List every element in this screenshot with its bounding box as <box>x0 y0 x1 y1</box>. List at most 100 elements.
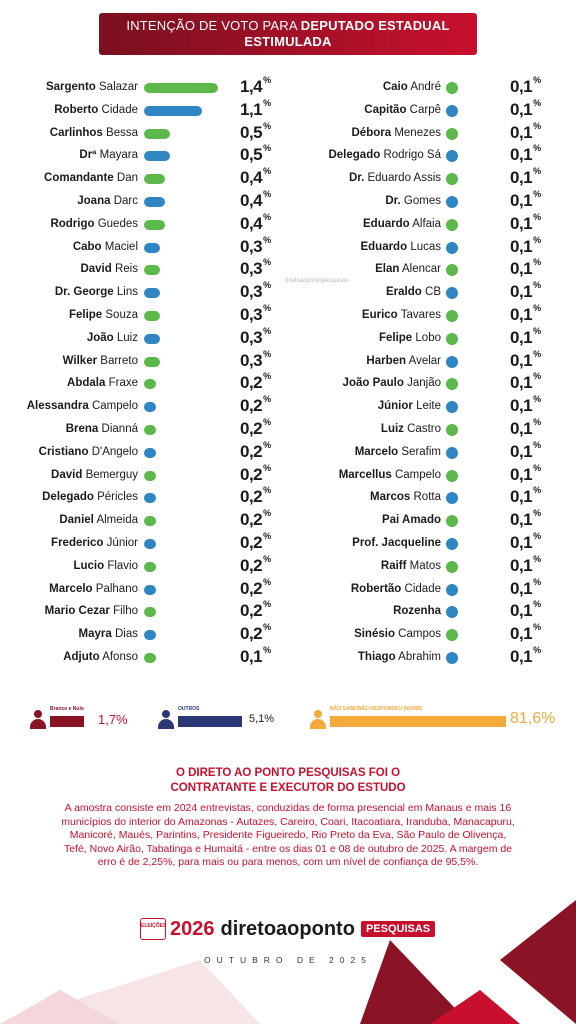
candidate-percentage: 0,1% <box>240 645 271 667</box>
vote-dot <box>446 196 458 208</box>
candidate-name: Lucio Flavio <box>73 560 138 572</box>
vote-bar <box>144 539 156 549</box>
candidate-last-name: Tavares <box>400 309 441 321</box>
vote-bar <box>144 425 156 435</box>
candidate-percentage: 0,1% <box>510 349 541 371</box>
candidate-percentage: 0,1% <box>510 417 541 439</box>
candidate-last-name: D'Angelo <box>91 445 138 458</box>
percentage-value: 0,1 <box>510 624 533 644</box>
candidate-row: Roberto Cidade 1,1% <box>0 98 288 122</box>
candidate-first-name: David <box>51 468 83 481</box>
candidate-name: Alessandra Campelo <box>27 400 138 412</box>
candidate-first-name: Caio <box>382 81 408 93</box>
percentage-value: 0,3 <box>240 350 263 370</box>
percentage-value: 0,2 <box>240 533 263 552</box>
candidate-last-name: Júnior <box>106 537 138 549</box>
candidate-percentage: 0,1% <box>510 189 541 211</box>
candidate-last-name: Afonso <box>102 651 138 663</box>
percent-symbol: % <box>263 485 271 496</box>
candidate-first-name: Cristiano <box>38 445 89 458</box>
candidate-name: David Reis <box>80 263 138 275</box>
candidate-first-name: Brena <box>65 423 99 435</box>
candidate-first-name: Luiz <box>380 423 404 435</box>
candidate-last-name: Lobo <box>415 331 441 344</box>
percent-symbol: % <box>263 143 271 154</box>
candidate-percentage: 0,2% <box>240 554 271 576</box>
outros-bar <box>178 716 242 727</box>
candidate-first-name: Robertão <box>350 582 402 595</box>
percent-symbol: % <box>263 280 271 291</box>
percentage-value: 0,2 <box>240 396 263 416</box>
candidate-last-name: Leite <box>416 400 441 413</box>
candidate-name: Luiz Castro <box>381 423 441 435</box>
nao-sabe-value: 81,6% <box>510 710 556 727</box>
candidate-percentage: 0,1% <box>510 280 541 302</box>
candidate-row: Mayra Dias 0,2% <box>0 622 288 646</box>
percent-symbol: % <box>263 348 271 359</box>
candidate-name: Prof. Jacqueline <box>352 537 441 549</box>
percentage-value: 0,1 <box>510 327 533 347</box>
percentage-value: 0,1 <box>510 464 533 484</box>
candidate-first-name: Pai Amado <box>381 514 441 527</box>
percentage-value: 0,1 <box>510 373 533 393</box>
candidate-percentage: 0,4% <box>240 166 271 188</box>
candidate-first-name: Harben <box>366 354 407 367</box>
candidate-name: João Paulo Janjão <box>343 377 441 389</box>
percentage-value: 0,3 <box>240 236 263 256</box>
footer-title: O DIRETO AO PONTO PESQUISAS FOI O CONTRA… <box>0 766 576 796</box>
percent-symbol: % <box>533 485 541 496</box>
candidate-last-name: Menezes <box>394 126 441 139</box>
candidate-row: Luiz Castro 0,1% <box>288 417 576 441</box>
percent-symbol: % <box>533 189 541 199</box>
vote-bar <box>144 128 171 139</box>
candidate-name: Roberto Cidade <box>54 104 138 116</box>
candidate-row: Capitão Carpê 0,1% <box>288 98 576 122</box>
candidate-row: Caio André 0,1% <box>288 75 576 99</box>
candidate-row: Adjuto Afonso 0,1% <box>0 645 288 669</box>
percentage-value: 0,2 <box>240 441 263 461</box>
brand-logo: ELEIÇÕES 2026 diretoaoponto PESQUISAS <box>140 916 436 942</box>
candidate-row: Thiago Abrahim 0,1% <box>288 645 576 669</box>
candidate-name: Capitão Carpê <box>364 104 441 116</box>
candidate-first-name: Raiff <box>380 559 407 572</box>
percent-symbol: % <box>533 325 541 336</box>
candidate-first-name: Wilker <box>62 354 98 367</box>
candidate-last-name: Campelo <box>91 400 138 413</box>
percent-symbol: % <box>263 257 271 268</box>
vote-dot <box>446 629 458 642</box>
candidate-last-name: Fraxe <box>108 377 138 390</box>
publication-date: OUTUBRO DE 2025 <box>204 955 372 965</box>
percentage-value: 0,2 <box>240 419 263 438</box>
candidate-first-name: Abdala <box>67 377 106 390</box>
candidate-percentage: 0,2% <box>240 440 271 462</box>
candidate-last-name: Campelo <box>394 468 441 481</box>
candidate-name: Wilker Barreto <box>63 355 138 367</box>
candidate-last-name: Salazar <box>99 81 138 93</box>
candidate-first-name: Rozenha <box>393 605 441 618</box>
candidate-name: Marcelo Serafim <box>355 446 441 458</box>
percent-symbol: % <box>263 75 271 85</box>
candidate-percentage: 0,2% <box>240 394 271 416</box>
candidate-name: Marcos Rotta <box>370 491 441 503</box>
candidate-name: Sinésio Campos <box>354 628 441 640</box>
vote-dot <box>446 515 458 528</box>
candidate-name: Abdala Fraxe <box>67 377 138 389</box>
candidate-last-name: Rotta <box>413 491 442 504</box>
candidate-first-name: Felipe <box>68 309 103 321</box>
candidate-row: Harben Avelar 0,1% <box>288 349 576 373</box>
vote-bar <box>144 197 166 207</box>
title-banner: INTENÇÃO DE VOTO PARA DEPUTADO ESTADUAL … <box>99 13 477 55</box>
nao-sabe-bar <box>330 716 506 727</box>
candidate-percentage: 0,2% <box>240 485 271 507</box>
candidate-last-name: Filho <box>113 605 138 618</box>
candidate-first-name: Sargento <box>45 81 96 93</box>
candidate-percentage: 0,1% <box>510 645 541 667</box>
percent-symbol: % <box>533 143 541 154</box>
candidate-name: Dr. Eduardo Assis <box>349 172 441 184</box>
candidate-last-name: Souza <box>105 309 138 321</box>
percent-symbol: % <box>533 280 541 291</box>
percent-symbol: % <box>263 531 271 541</box>
candidate-percentage: 0,3% <box>240 348 271 371</box>
candidate-row: David Reis 0,3% <box>0 257 288 281</box>
percent-symbol: % <box>533 394 541 405</box>
